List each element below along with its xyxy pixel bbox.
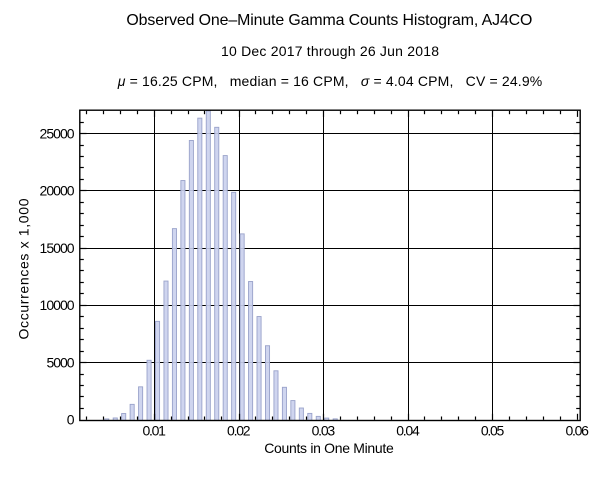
svg-text:25000: 25000: [40, 126, 75, 142]
svg-text:5000: 5000: [47, 354, 75, 370]
svg-text:0.04: 0.04: [396, 423, 420, 439]
svg-text:Occurrences x 1,000: Occurrences x 1,000: [16, 198, 32, 339]
svg-text:10000: 10000: [40, 297, 75, 313]
svg-text:10 Dec 2017 through 26 Jun 201: 10 Dec 2017 through 26 Jun 2018: [221, 43, 439, 59]
svg-text:0: 0: [67, 412, 75, 428]
svg-text:0.06: 0.06: [565, 423, 589, 439]
svg-text:μ = 16.25 CPM, median = 16 C: μ = 16.25 CPM, median = 16 CPM, σ = 4.04…: [117, 73, 543, 89]
svg-text:Observed One–Minute Gamma Coun: Observed One–Minute Gamma Counts Histogr…: [126, 12, 532, 29]
svg-text:0.05: 0.05: [481, 423, 505, 439]
svg-text:15000: 15000: [40, 240, 75, 256]
svg-text:0.03: 0.03: [312, 423, 336, 439]
svg-text:Counts in One Minute: Counts in One Minute: [264, 440, 394, 456]
svg-text:20000: 20000: [40, 183, 75, 199]
svg-text:0.01: 0.01: [142, 423, 166, 439]
svg-text:0.02: 0.02: [227, 423, 251, 439]
